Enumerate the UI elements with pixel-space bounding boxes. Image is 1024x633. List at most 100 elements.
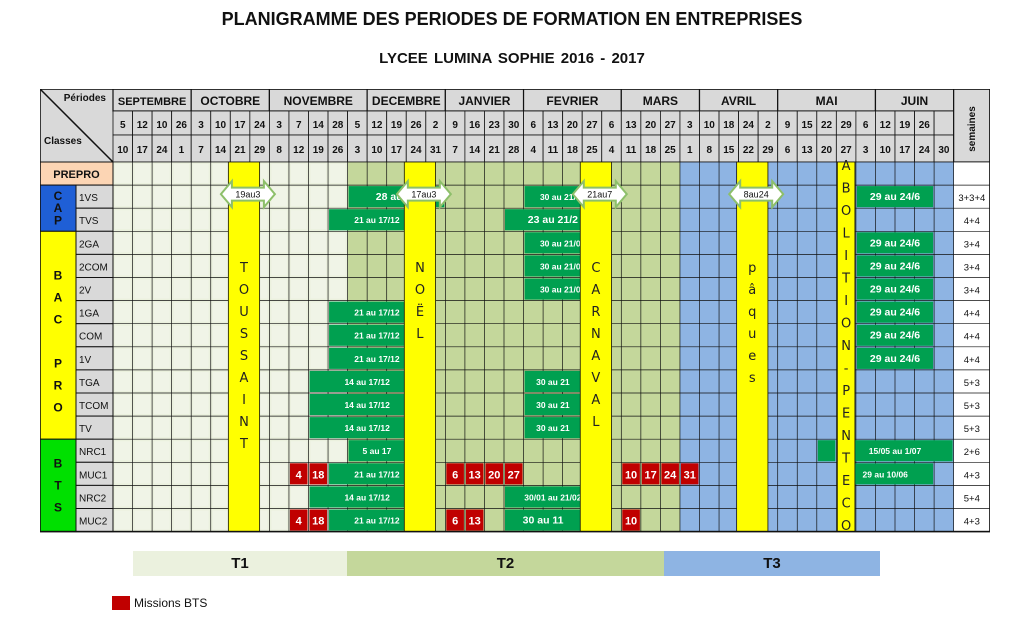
holiday-letter: C: [842, 497, 851, 512]
weeks-total-label: 4+3: [964, 517, 980, 528]
cell-inner: [290, 325, 307, 345]
cell-inner: [212, 395, 229, 415]
week-end-label: 8: [706, 145, 712, 156]
period-label: 30 au 11: [523, 515, 564, 527]
holiday-letter: V: [591, 371, 600, 386]
cell-inner: [330, 233, 346, 253]
period-bar: [348, 440, 406, 462]
holiday-letter: A: [240, 371, 249, 386]
week-end-label: 15: [723, 145, 735, 156]
cell-inner: [212, 164, 229, 184]
cell-inner: [134, 279, 151, 299]
period-label: 30 au 21: [536, 423, 570, 433]
cell-inner: [173, 487, 190, 507]
week-start-label: 10: [215, 120, 227, 131]
cell-inner: [134, 441, 151, 461]
cell-inner: [193, 371, 209, 391]
cell-inner: [154, 371, 170, 391]
holiday-letter: T: [239, 437, 248, 452]
cell-inner: [193, 187, 209, 207]
cell-inner: [173, 164, 190, 184]
class-label: 1GA: [79, 309, 99, 320]
period-bar: [856, 255, 934, 277]
trimester-t1: T1: [133, 551, 347, 576]
holiday-letter: N: [841, 339, 851, 354]
cell-inner: [193, 325, 209, 345]
cell-inner: [193, 464, 209, 484]
cell-inner: [290, 348, 307, 368]
holiday-letter: u: [748, 327, 756, 342]
mission-label: 10: [625, 469, 637, 481]
group-letter: S: [54, 500, 62, 514]
cell-inner: [290, 210, 307, 230]
holiday-date-arrow: [727, 178, 785, 210]
week-end-label: 17: [391, 145, 403, 156]
month-label: FEVRIER: [546, 94, 598, 108]
holiday-letter: s: [749, 371, 756, 386]
week-end-label: 11: [548, 145, 559, 156]
period-label: 29 au 10/06: [863, 469, 909, 479]
holiday-letter: N: [841, 429, 851, 444]
period-label: 5 au 17: [363, 446, 392, 456]
holiday-letter: A: [591, 349, 600, 364]
weeks-total-label: 4+4: [964, 355, 980, 366]
cell-inner: [271, 418, 287, 438]
cell-inner: [271, 233, 287, 253]
week-start-label: 27: [586, 120, 598, 131]
week-end-label: 10: [371, 145, 383, 156]
week-end-label: 1: [179, 145, 185, 156]
week-end-label: 20: [821, 145, 833, 156]
period-label: 30 au 21: [536, 400, 570, 410]
week-end-label: 31: [430, 145, 442, 156]
holiday-letter: R: [591, 305, 600, 320]
week-start-label: 2: [765, 120, 771, 131]
period-bar: [505, 209, 601, 231]
cell-inner: [310, 164, 327, 184]
period-label: 30 au 21/02: [540, 285, 586, 295]
mission-cell: [465, 463, 484, 485]
month-label: JANVIER: [458, 94, 510, 108]
cell-inner: [212, 256, 229, 276]
mission-label: 6: [452, 516, 458, 528]
period-bar: [856, 347, 934, 369]
cell-inner: [271, 187, 287, 207]
cell-inner: [271, 464, 287, 484]
mission-cell: [485, 463, 503, 485]
holiday-letter: p: [748, 261, 756, 276]
cell-inner: [290, 418, 307, 438]
cell-inner: [134, 348, 151, 368]
week-start-label: 12: [137, 120, 149, 131]
cell-inner: [193, 510, 209, 530]
class-label: TGA: [79, 378, 100, 389]
cell-inner: [115, 233, 131, 253]
holiday-letter: N: [415, 261, 425, 276]
week-end-label: 27: [841, 145, 853, 156]
cell-inner: [173, 210, 190, 230]
mission-cell: [446, 463, 464, 485]
mission-cell: [622, 509, 640, 531]
period-label: 21 au 17/12: [354, 516, 400, 526]
cell-inner: [173, 279, 190, 299]
period-label: 30/01 au 21/02: [524, 492, 581, 502]
cell-inner: [154, 325, 170, 345]
cell-inner: [271, 210, 287, 230]
cell-inner: [310, 302, 327, 322]
week-start-label: 24: [254, 120, 266, 131]
holiday-letter: A: [591, 393, 600, 408]
holiday-letter: q: [748, 305, 756, 320]
month-label: MARS: [643, 94, 678, 108]
week-start-label: 16: [469, 120, 481, 131]
holiday-date-arrow: [571, 178, 629, 210]
period-label: 29 au 24/6: [870, 330, 920, 342]
period-bar: [505, 486, 601, 508]
cell-inner: [310, 210, 327, 230]
month-label: AVRIL: [721, 94, 756, 108]
holiday-letter: O: [415, 283, 425, 298]
week-end-label: 11: [626, 145, 637, 156]
week-end-label: 29: [762, 145, 774, 156]
week-start-label: 15: [801, 120, 813, 131]
period-label: 29 au 24/6: [870, 237, 920, 249]
trimester-t2: T2: [347, 551, 664, 576]
holiday-letter: E: [842, 407, 850, 422]
mission-label: 17: [645, 469, 657, 481]
